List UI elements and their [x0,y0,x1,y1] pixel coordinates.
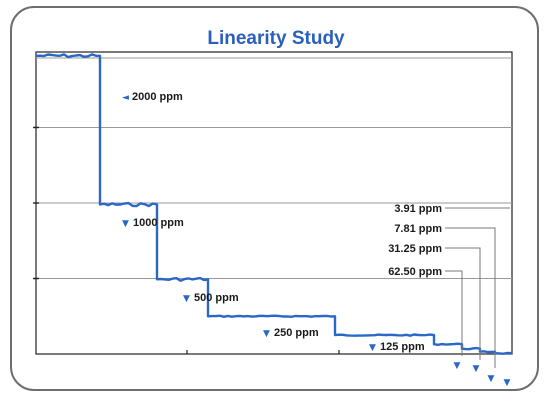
marker-31-25: ▼ [473,364,480,374]
label-7-81-ppm: 7.81 ppm [394,223,442,235]
linearity-chart: Linearity Study ◄ 2000 ppm ▼ 1000 ppm ▼ … [33,28,513,388]
label-500-ppm: 500 ppm [194,292,239,304]
marker-1000: ▼ [122,219,129,229]
chart-frame: Linearity Study ◄ 2000 ppm ▼ 1000 ppm ▼ … [10,6,539,391]
label-125-ppm: 125 ppm [380,341,425,353]
label-3-91-ppm: 3.91 ppm [394,203,442,215]
label-31-25-ppm: 31.25 ppm [388,243,442,255]
gridlines [36,57,512,279]
leader-line [445,227,496,368]
marker-2000: ◄ [122,93,129,103]
leader-lines [445,207,510,368]
chart-title: Linearity Study [207,28,345,49]
label-2000-ppm: 2000 ppm [132,91,183,103]
label-62-50-ppm: 62.50 ppm [388,266,442,278]
leader-line [445,247,481,360]
marker-125: ▼ [369,343,376,353]
leader-line [445,270,463,356]
y-axis-ticks [33,126,39,280]
marker-3-91: ▼ [504,378,511,388]
x-axis-ticks [186,350,340,354]
signal-trace [35,53,513,355]
label-1000-ppm: 1000 ppm [133,217,184,229]
label-250-ppm: 250 ppm [274,327,319,339]
marker-250: ▼ [263,329,270,339]
marker-7-81: ▼ [488,374,495,384]
marker-62-50: ▼ [454,361,461,371]
marker-500: ▼ [183,294,190,304]
